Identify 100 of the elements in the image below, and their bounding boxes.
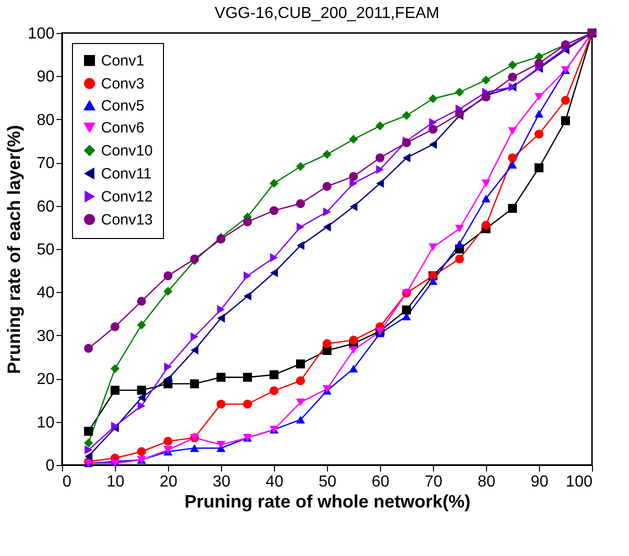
point: [322, 182, 332, 191]
point: [482, 194, 490, 202]
point: [244, 271, 252, 280]
point: [84, 344, 93, 353]
point: [138, 393, 146, 402]
point: [270, 253, 278, 262]
point: [402, 111, 411, 120]
x-tick-label: 30: [212, 474, 230, 490]
point: [244, 292, 252, 301]
legend-label: Conv12: [101, 188, 153, 206]
point: [508, 60, 517, 70]
legend-label: Conv13: [101, 212, 153, 228]
x-tick-label: 0: [62, 474, 72, 490]
point: [243, 217, 252, 226]
point: [429, 140, 437, 149]
x-tick-label: 60: [372, 474, 390, 490]
point: [455, 224, 464, 233]
point: [243, 372, 252, 382]
x-tick-label: 50: [318, 474, 336, 490]
legend-label: Conv3: [101, 76, 144, 92]
point: [508, 127, 517, 135]
point: [137, 447, 146, 456]
point: [323, 207, 331, 216]
point: [534, 130, 544, 139]
point: [455, 254, 464, 264]
point: [322, 150, 332, 159]
chart-title: VGG-16,CUB_200_2011,FEAM: [214, 5, 440, 22]
point: [216, 372, 226, 382]
point: [482, 220, 490, 230]
point: [402, 153, 410, 162]
point: [455, 240, 464, 248]
point: [84, 452, 92, 461]
point: [270, 268, 278, 278]
point: [110, 322, 120, 332]
y-tick-label: 50: [36, 242, 55, 258]
y-tick-label: 40: [36, 284, 55, 302]
point: [296, 359, 305, 368]
point: [561, 116, 570, 126]
point: [164, 374, 172, 384]
point: [270, 370, 278, 380]
y-tick-label: 30: [36, 328, 55, 345]
legend-label: Conv5: [101, 98, 144, 114]
y-tick-label: 70: [36, 155, 55, 172]
point: [110, 386, 120, 395]
point: [349, 134, 358, 144]
point: [349, 336, 358, 345]
y-tick-label: 100: [28, 26, 55, 42]
point: [428, 277, 438, 285]
point: [296, 162, 305, 171]
point: [428, 243, 438, 252]
x-tick-label: 20: [160, 474, 178, 490]
x-tick-label: 80: [478, 474, 496, 490]
point: [164, 286, 172, 296]
point: [190, 346, 198, 355]
point: [534, 93, 544, 101]
point: [270, 386, 278, 396]
point: [84, 445, 92, 454]
point: [216, 440, 226, 449]
point: [534, 110, 544, 118]
legend-label: Conv1: [101, 52, 144, 70]
point: [508, 72, 517, 82]
y-tick-label: 10: [36, 414, 55, 432]
point: [350, 178, 358, 188]
point: [376, 178, 384, 188]
x-tick-label: 90: [530, 474, 548, 490]
point: [164, 362, 172, 372]
legend-label: Conv11: [101, 166, 152, 182]
y-tick-label: 80: [36, 112, 55, 129]
point: [164, 271, 172, 280]
point: [376, 165, 384, 174]
x-tick-label: 70: [424, 474, 442, 490]
point: [561, 96, 570, 105]
x-tick-label: 100: [566, 474, 593, 490]
point: [296, 376, 305, 386]
point: [84, 438, 93, 448]
point: [402, 312, 411, 320]
point: [217, 314, 225, 323]
point: [349, 172, 358, 181]
legend-label: Conv6: [101, 120, 144, 136]
point: [270, 206, 278, 216]
point: [243, 400, 252, 409]
y-tick-label: 0: [46, 458, 55, 474]
point: [455, 88, 464, 97]
point: [322, 339, 332, 348]
point: [296, 199, 305, 208]
point: [534, 163, 544, 172]
point: [296, 222, 304, 232]
point: [482, 76, 490, 85]
point: [350, 202, 358, 212]
y-tick-label: 90: [36, 68, 55, 86]
point: [376, 121, 384, 130]
point: [428, 94, 438, 104]
point: [216, 400, 226, 409]
point: [296, 241, 304, 250]
point: [429, 118, 437, 127]
point: [190, 444, 199, 452]
point: [482, 179, 490, 188]
point: [508, 160, 517, 169]
point: [190, 379, 199, 388]
point: [534, 58, 544, 68]
